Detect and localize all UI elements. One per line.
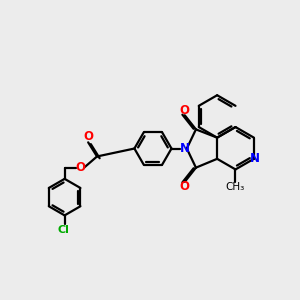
Text: O: O — [180, 180, 190, 193]
Text: Cl: Cl — [58, 225, 70, 235]
Text: CH₃: CH₃ — [226, 182, 245, 192]
Text: O: O — [76, 161, 86, 174]
Text: O: O — [180, 104, 190, 117]
Text: N: N — [180, 142, 190, 155]
Text: N: N — [250, 152, 260, 165]
Text: O: O — [83, 130, 93, 143]
